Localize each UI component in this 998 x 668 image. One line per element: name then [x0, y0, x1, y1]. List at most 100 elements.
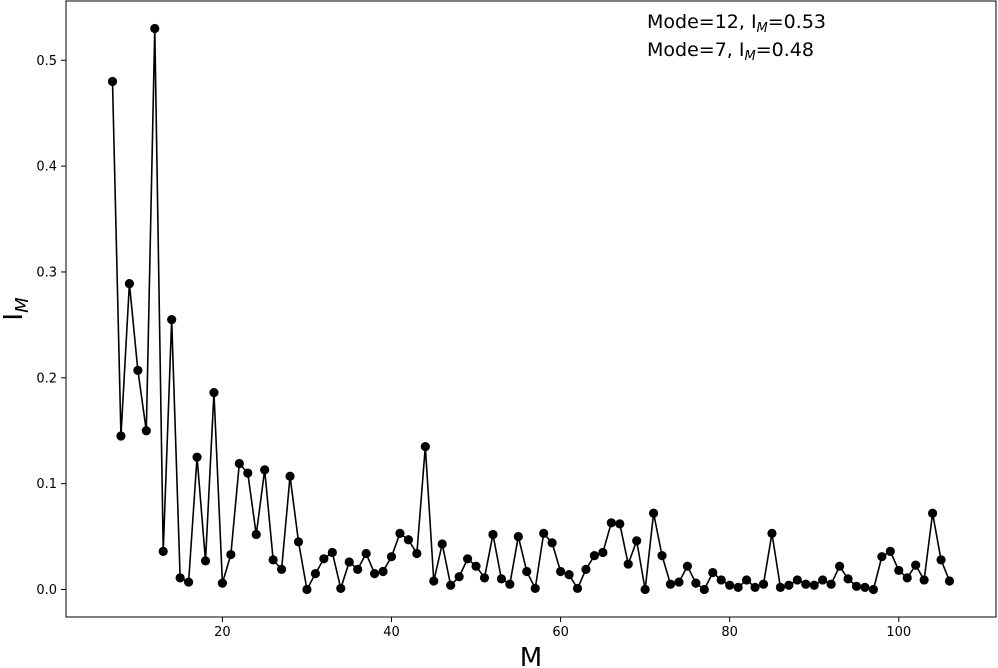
- data-point: [302, 584, 312, 595]
- data-point: [496, 574, 507, 584]
- data-point: [801, 579, 811, 589]
- data-point: [674, 577, 684, 587]
- data-point: [310, 569, 321, 579]
- data-point: [665, 579, 676, 589]
- data-point: [293, 537, 304, 547]
- data-point: [640, 584, 650, 595]
- y-tick-label: 0.5: [36, 54, 57, 69]
- data-point: [632, 536, 642, 546]
- data-point: [927, 508, 938, 518]
- data-point: [834, 561, 845, 571]
- x-tick-label: 40: [383, 625, 400, 640]
- data-point: [437, 539, 447, 549]
- data-point: [183, 577, 194, 587]
- data-point: [192, 452, 202, 462]
- data-point: [403, 535, 414, 545]
- data-point: [260, 465, 270, 475]
- data-point: [555, 566, 566, 577]
- data-point: [792, 575, 802, 585]
- x-tick-label: 20: [214, 625, 231, 640]
- data-point: [725, 580, 735, 590]
- y-axis-label: IM: [0, 297, 33, 321]
- data-point: [429, 576, 439, 586]
- data-point: [319, 554, 329, 564]
- data-point: [479, 573, 490, 583]
- data-point: [251, 529, 261, 540]
- x-axis-label: M: [520, 643, 542, 668]
- data-point: [784, 580, 794, 590]
- data-point: [589, 551, 600, 561]
- data-point: [488, 529, 498, 540]
- data-point: [818, 575, 828, 585]
- data-point: [733, 582, 743, 592]
- data-point: [944, 576, 955, 586]
- data-point: [234, 458, 244, 469]
- data-point: [843, 574, 853, 584]
- data-point: [809, 580, 819, 590]
- data-point: [420, 441, 430, 452]
- data-point: [116, 431, 126, 441]
- x-axis-ticks: 20 40 60 80 100: [214, 617, 911, 640]
- data-point: [133, 365, 143, 375]
- data-point: [750, 582, 760, 592]
- data-point: [378, 566, 388, 577]
- annotation-mode-7-sub: M: [744, 49, 755, 64]
- x-tick-label: 60: [552, 625, 569, 640]
- annotation-mode-7: Mode=7, IM=0.48: [647, 39, 814, 64]
- data-point: [336, 583, 346, 594]
- y-axis-ticks: 0.0 0.1 0.2 0.3 0.4 0.5: [36, 54, 66, 598]
- annotation-mode-7-prefix: Mode=7, I: [647, 39, 744, 61]
- data-point: [564, 570, 574, 580]
- data-point: [344, 557, 354, 567]
- data-point: [150, 23, 160, 34]
- annotation-mode-12-suffix: =0.53: [768, 11, 826, 33]
- data-point: [386, 552, 397, 562]
- data-point: [623, 559, 633, 569]
- data-point: [285, 471, 295, 481]
- data-point: [699, 584, 709, 595]
- data-point: [107, 76, 118, 87]
- data-point: [606, 518, 616, 528]
- x-tick-label: 100: [886, 625, 911, 640]
- data-point: [175, 573, 185, 583]
- data-point: [826, 579, 836, 589]
- data-point: [598, 547, 608, 558]
- annotation-mode-12-sub: M: [757, 21, 768, 36]
- data-point: [530, 583, 540, 594]
- data-point: [775, 582, 786, 592]
- data-point: [860, 582, 870, 592]
- x-tick-label: 80: [721, 625, 738, 640]
- data-point: [209, 388, 219, 398]
- data-point: [124, 279, 135, 289]
- data-point: [353, 564, 363, 574]
- data-point: [911, 560, 921, 570]
- data-point: [158, 546, 168, 556]
- y-axis-label-main: I: [0, 313, 29, 321]
- data-point: [572, 583, 583, 594]
- data-point: [708, 567, 718, 578]
- data-point: [513, 531, 523, 542]
- data-point: [539, 528, 549, 538]
- data-point: [648, 508, 659, 518]
- svg-text:IM: IM: [0, 297, 33, 321]
- y-tick-label: 0.2: [36, 371, 57, 386]
- data-point: [851, 581, 862, 591]
- data-point: [167, 314, 177, 325]
- y-tick-label: 0.3: [36, 265, 57, 280]
- annotation-mode-12: Mode=12, IM=0.53: [647, 11, 826, 36]
- data-point: [682, 561, 693, 571]
- plot-area: [65, 0, 997, 618]
- data-point: [758, 579, 769, 589]
- data-point: [141, 426, 151, 436]
- y-axis-label-subscript: M: [12, 297, 33, 313]
- data-point: [200, 556, 211, 566]
- data-point: [741, 575, 752, 585]
- data-point: [217, 578, 228, 588]
- data-point: [226, 549, 236, 560]
- data-point: [243, 468, 253, 478]
- data-point: [936, 555, 946, 565]
- data-point: [505, 579, 515, 589]
- y-tick-label: 0.1: [36, 477, 57, 492]
- data-point: [657, 551, 667, 561]
